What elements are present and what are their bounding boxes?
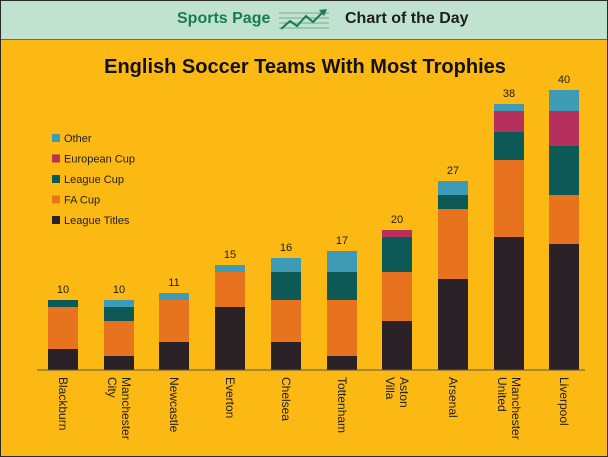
bar-arsenal-other [438,181,468,195]
total-label-tottenham: 17 [336,235,348,247]
total-label-aston-villa: 20 [391,214,403,226]
bar-everton-league-titles [215,307,245,370]
legend-swatch-other [52,134,60,142]
bar-manchester-united-fa-cup [494,160,524,237]
bar-blackburn-league-cup [48,300,78,307]
bar-everton-other [215,265,245,272]
x-tick-label-newcastle: Newcastle [167,377,181,433]
bar-arsenal-league-cup [438,195,468,209]
bar-manchester-city-league-cup [104,307,134,321]
total-label-manchester-city: 10 [113,284,125,296]
legend-label-league-cup: League Cup [64,174,124,186]
total-label-everton: 15 [224,249,236,261]
legend-label-other: Other [64,133,92,145]
bar-manchester-united-other [494,104,524,111]
bar-manchester-city-league-titles [104,356,134,370]
bar-arsenal-fa-cup [438,209,468,279]
bar-arsenal-league-titles [438,279,468,370]
total-label-manchester-united: 38 [503,88,515,100]
x-tick-label-arsenal: Arsenal [446,377,460,418]
legend-swatch-league-titles [52,216,60,224]
x-tick-label-blackburn: Blackburn [56,377,70,430]
chart-title: English Soccer Teams With Most Trophies [104,56,506,78]
total-label-liverpool: 40 [558,74,570,86]
trend-chart-icon [279,9,329,30]
total-label-chelsea: 16 [280,242,292,254]
header-banner: Sports Page Chart of the Day [1,1,607,40]
bar-liverpool-other [549,90,579,111]
bar-newcastle-fa-cup [159,300,189,342]
bar-manchester-city-other [104,300,134,307]
bar-blackburn-league-titles [48,349,78,370]
bar-manchester-united-league-cup [494,132,524,160]
x-tick-label-manchester-city: ManchesterCity [105,377,133,440]
brand-name: Sports Page [177,10,271,27]
total-label-newcastle: 11 [168,277,179,289]
chart-of-the-day-label: Chart of the Day [345,10,469,27]
bar-tottenham-league-titles [327,356,357,370]
legend-swatch-fa-cup [52,195,60,204]
bar-everton-fa-cup [215,272,245,307]
bar-newcastle-other [159,293,189,300]
bar-chelsea-league-cup [271,272,301,300]
legend-label-fa-cup: FA Cup [64,195,100,207]
bar-chelsea-fa-cup [271,300,301,342]
legend-swatch-european-cup [52,154,60,163]
bar-manchester-united-league-titles [494,237,524,370]
bar-aston-villa-fa-cup [382,272,412,321]
bar-aston-villa-league-cup [382,237,412,272]
bar-blackburn-fa-cup [48,307,78,349]
legend-swatch-league-cup [52,175,60,183]
total-label-arsenal: 27 [447,165,459,177]
x-tick-label-tottenham: Tottenham [335,377,349,433]
x-tick-label-chelsea: Chelsea [279,377,293,421]
bar-liverpool-league-cup [549,146,579,195]
legend-label-european-cup: European Cup [64,154,135,166]
bar-liverpool-european-cup [549,111,579,146]
total-label-blackburn: 10 [57,284,69,296]
bar-tottenham-fa-cup [327,300,357,356]
bar-liverpool-fa-cup [549,195,579,244]
bar-chelsea-other [271,258,301,272]
x-tick-label-aston-villa: AstonVilla [383,377,411,408]
x-tick-label-everton: Everton [223,377,237,418]
bar-tottenham-league-cup [327,272,357,300]
bar-liverpool-league-titles [549,244,579,370]
x-tick-label-manchester-united: ManchesterUnited [495,377,523,440]
bar-manchester-united-european-cup [494,111,524,132]
legend-label-league-titles: League Titles [64,215,130,227]
bar-tottenham-other [327,251,357,272]
bar-chelsea-league-titles [271,342,301,370]
bar-aston-villa-european-cup [382,230,412,237]
bar-newcastle-league-titles [159,342,189,370]
x-tick-label-liverpool: Liverpool [557,377,571,426]
bar-aston-villa-league-titles [382,321,412,370]
bar-manchester-city-fa-cup [104,321,134,356]
